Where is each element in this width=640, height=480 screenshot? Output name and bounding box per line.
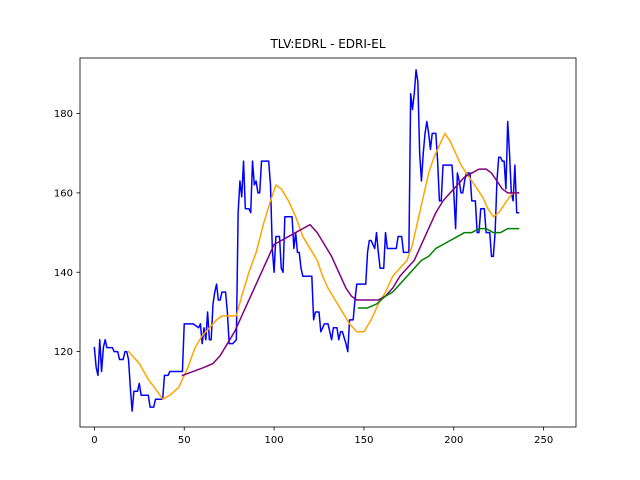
series-layer <box>93 69 520 412</box>
plot-frame <box>79 57 577 428</box>
x-tick-label: 200 <box>444 435 463 446</box>
y-tick-label: 160 <box>54 188 73 199</box>
chart-title: TLV:EDRL - EDRI-EL <box>269 37 385 51</box>
series-line-1 <box>93 69 520 412</box>
series-line-2 <box>127 132 520 400</box>
axes-layer: 0 50 100 150 200 250 120 140 160 180 <box>54 57 577 446</box>
y-tick-label: 140 <box>54 268 73 279</box>
x-tick-label: 100 <box>265 435 284 446</box>
y-tick-label: 120 <box>54 347 73 358</box>
series-line-4 <box>357 227 520 309</box>
x-tick-label: 0 <box>91 435 97 446</box>
series-line-3 <box>181 168 520 377</box>
x-tick-label: 250 <box>534 435 553 446</box>
x-tick-label: 150 <box>354 435 373 446</box>
y-tick-label: 180 <box>54 109 73 120</box>
x-tick-label: 50 <box>178 435 191 446</box>
